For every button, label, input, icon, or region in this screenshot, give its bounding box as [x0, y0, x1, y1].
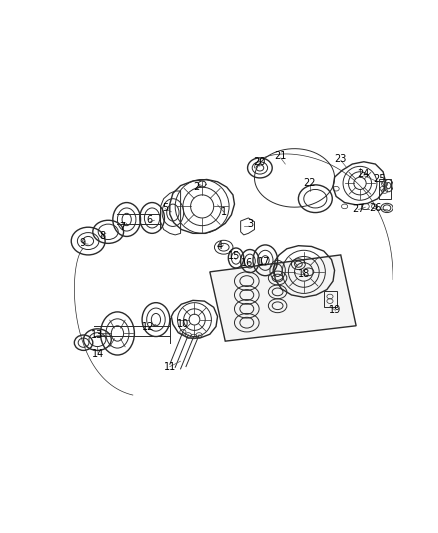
Text: 14: 14 [92, 349, 104, 359]
Text: 3: 3 [247, 219, 253, 229]
Text: 7: 7 [119, 222, 125, 232]
Text: 12: 12 [142, 322, 155, 332]
Text: 6: 6 [147, 215, 153, 225]
Text: 8: 8 [99, 231, 105, 241]
Text: 16: 16 [241, 257, 254, 268]
Text: 11: 11 [164, 362, 176, 373]
Text: 2: 2 [194, 182, 200, 192]
Polygon shape [210, 255, 356, 341]
Text: 18: 18 [298, 269, 311, 279]
Text: 1: 1 [221, 207, 227, 217]
Text: 9: 9 [80, 238, 86, 248]
Text: 5: 5 [162, 203, 168, 213]
Text: 26: 26 [369, 203, 381, 213]
Text: 20: 20 [253, 157, 265, 167]
Text: 19: 19 [329, 305, 342, 316]
Text: 25: 25 [373, 174, 385, 184]
Text: 24: 24 [358, 169, 370, 179]
Text: 23: 23 [335, 154, 347, 164]
Text: 4: 4 [217, 241, 223, 252]
Text: 27: 27 [352, 204, 365, 214]
Text: 10: 10 [177, 319, 189, 329]
Text: 17: 17 [258, 257, 270, 267]
Text: 13: 13 [91, 330, 103, 340]
Text: 15: 15 [228, 252, 240, 262]
Text: 22: 22 [304, 179, 316, 188]
Text: 21: 21 [275, 151, 287, 161]
